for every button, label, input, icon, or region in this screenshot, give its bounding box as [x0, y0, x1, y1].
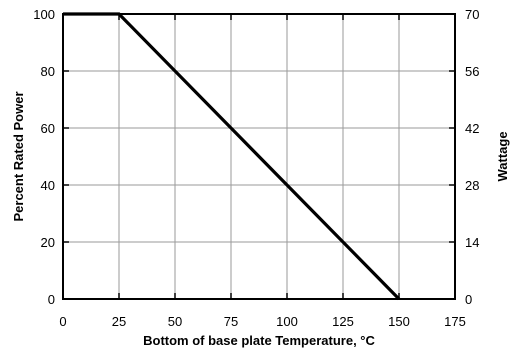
x-tick-label: 50	[168, 314, 182, 329]
x-tick-label: 25	[112, 314, 126, 329]
y2-axis-title: Wattage	[495, 131, 510, 181]
x-axis-title: Bottom of base plate Temperature, °C	[143, 333, 375, 348]
y-tick-label: 80	[41, 64, 55, 79]
y2-tick-label: 56	[465, 64, 479, 79]
x-tick-label: 0	[59, 314, 66, 329]
y2-tick-label: 0	[465, 292, 472, 307]
grid	[63, 14, 455, 299]
x-tick-label: 75	[224, 314, 238, 329]
series	[63, 12, 401, 301]
y2-tick-label: 70	[465, 7, 479, 22]
y2-tick-label: 14	[465, 235, 479, 250]
y-tick-label: 100	[33, 7, 55, 22]
derating-curve	[63, 12, 401, 301]
plot-frame	[62, 13, 456, 300]
y2-tick-label: 42	[465, 121, 479, 136]
x-tick-label: 100	[276, 314, 298, 329]
y-tick-label: 20	[41, 235, 55, 250]
y2-tick-label: 28	[465, 178, 479, 193]
y-axis-title: Percent Rated Power	[11, 91, 26, 221]
x-tick-label: 175	[444, 314, 466, 329]
tick-labels: 0 25 50 75 100 125 150 175 0 20 40 60 80 100 0 14 28 42 56…	[33, 7, 479, 329]
x-tick-label: 125	[332, 314, 354, 329]
y-tick-label: 60	[41, 121, 55, 136]
y-tick-label: 0	[48, 292, 55, 307]
y-tick-label: 40	[41, 178, 55, 193]
x-tick-label: 150	[388, 314, 410, 329]
